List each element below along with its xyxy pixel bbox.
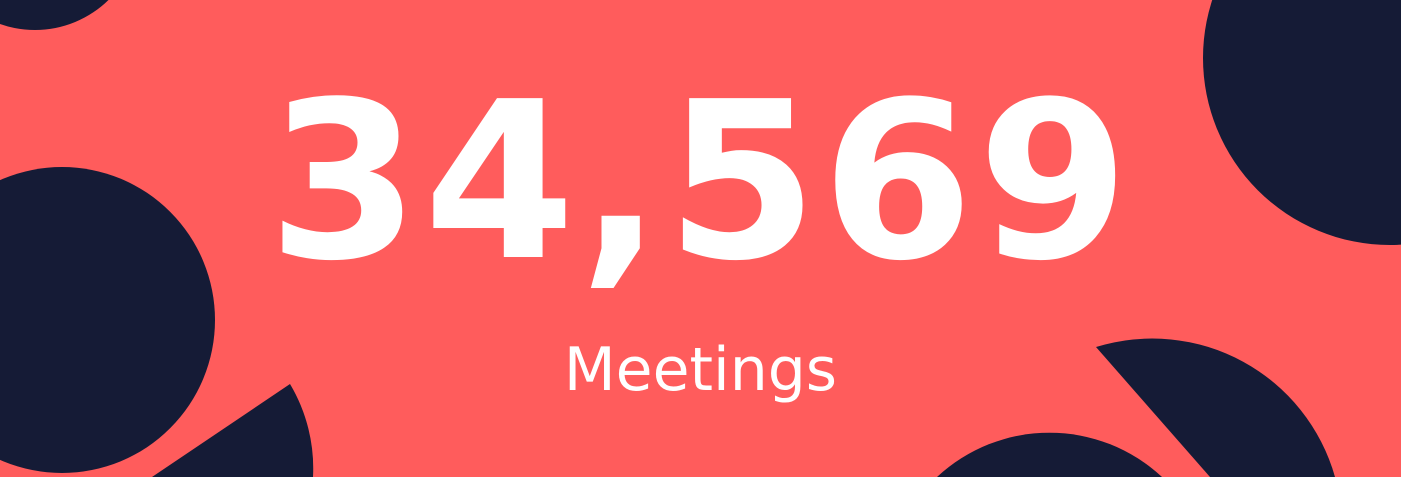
meetings-count: 34,569	[267, 56, 1134, 309]
bottom-right-circle-segment	[1096, 338, 1335, 477]
top-left-circle	[0, 0, 109, 30]
bottom-center-dome	[937, 432, 1162, 477]
meetings-label: Meetings	[563, 335, 838, 405]
left-large-circle	[0, 167, 215, 473]
bottom-left-wedge	[152, 384, 314, 477]
top-right-circle	[1203, 0, 1401, 245]
